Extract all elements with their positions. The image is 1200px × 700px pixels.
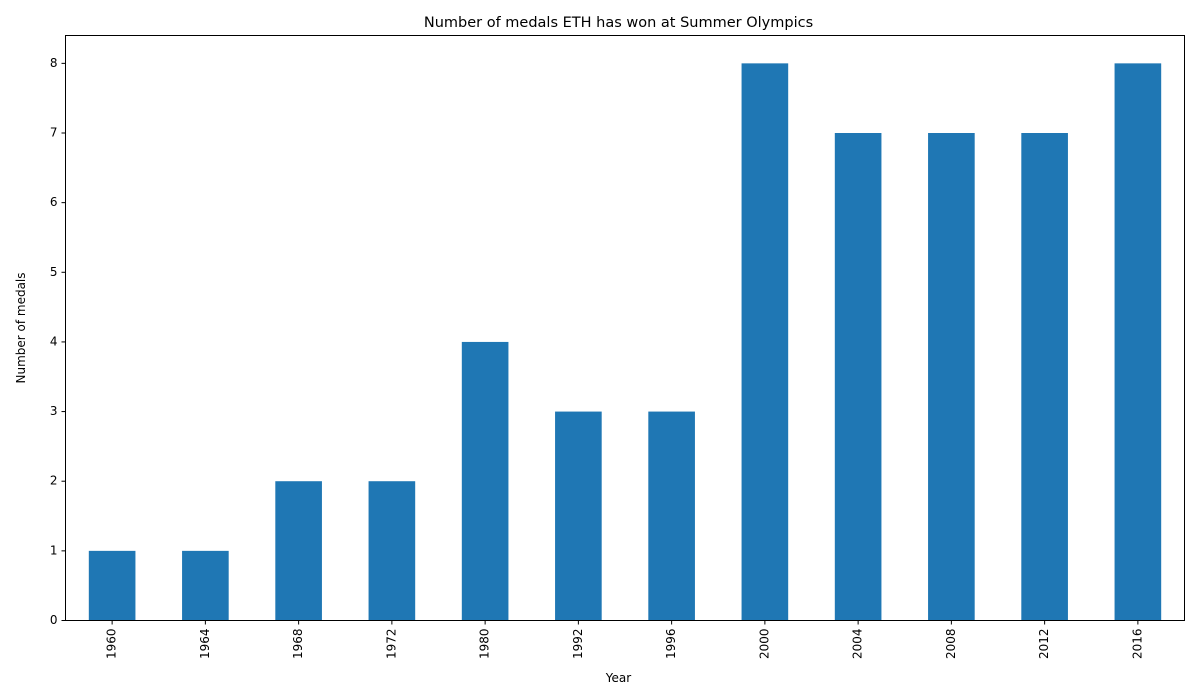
y-tick-label-8: 8 [50, 56, 58, 70]
bar-1980 [461, 341, 509, 621]
bar-1964 [182, 550, 229, 621]
bar-1972 [368, 481, 416, 621]
y-tick-label-3: 3 [50, 404, 58, 418]
x-tick-label-1968: 1968 [291, 629, 305, 660]
x-axis: 1960 1964 1968 1972 1980 1992 1996 2000 2004 2008… [105, 620, 1144, 660]
x-axis-title: Year [605, 671, 631, 685]
x-tick-label-1980: 1980 [478, 629, 492, 660]
bar-2012 [1021, 133, 1068, 621]
y-tick-label-2: 2 [50, 474, 58, 488]
x-tick-label-1964: 1964 [198, 629, 212, 660]
bar-1960 [88, 550, 136, 621]
bar-2016 [1114, 63, 1162, 621]
bars-layer [88, 63, 1162, 621]
y-axis-title: Number of medals [14, 272, 28, 383]
bar-1968 [275, 481, 322, 621]
bar-2000 [741, 63, 789, 621]
x-tick-label-2008: 2008 [944, 629, 958, 660]
y-tick-label-4: 4 [50, 334, 58, 348]
x-tick-label-2000: 2000 [757, 629, 771, 660]
x-tick-label-1972: 1972 [384, 629, 398, 660]
y-tick-label-6: 6 [50, 195, 58, 209]
y-tick-label-7: 7 [50, 126, 58, 140]
x-tick-label-2012: 2012 [1037, 629, 1051, 660]
y-tick-label-5: 5 [50, 265, 58, 279]
chart-title: Number of medals ETH has won at Summer O… [424, 15, 813, 31]
x-tick-label-1996: 1996 [664, 629, 678, 660]
plot-frame [65, 35, 1185, 621]
y-axis: 0 1 2 3 4 5 6 7 8 [50, 56, 66, 627]
x-tick-label-2016: 2016 [1130, 629, 1144, 660]
bar-1996 [648, 411, 695, 621]
bar-2004 [834, 133, 882, 621]
x-tick-label-2004: 2004 [851, 629, 865, 660]
y-tick-label-1: 1 [50, 543, 58, 557]
x-tick-label-1960: 1960 [105, 629, 119, 660]
y-tick-label-0: 0 [50, 613, 58, 627]
bar-1992 [555, 411, 602, 621]
bar-2008 [928, 133, 975, 621]
x-tick-label-1992: 1992 [571, 629, 585, 660]
